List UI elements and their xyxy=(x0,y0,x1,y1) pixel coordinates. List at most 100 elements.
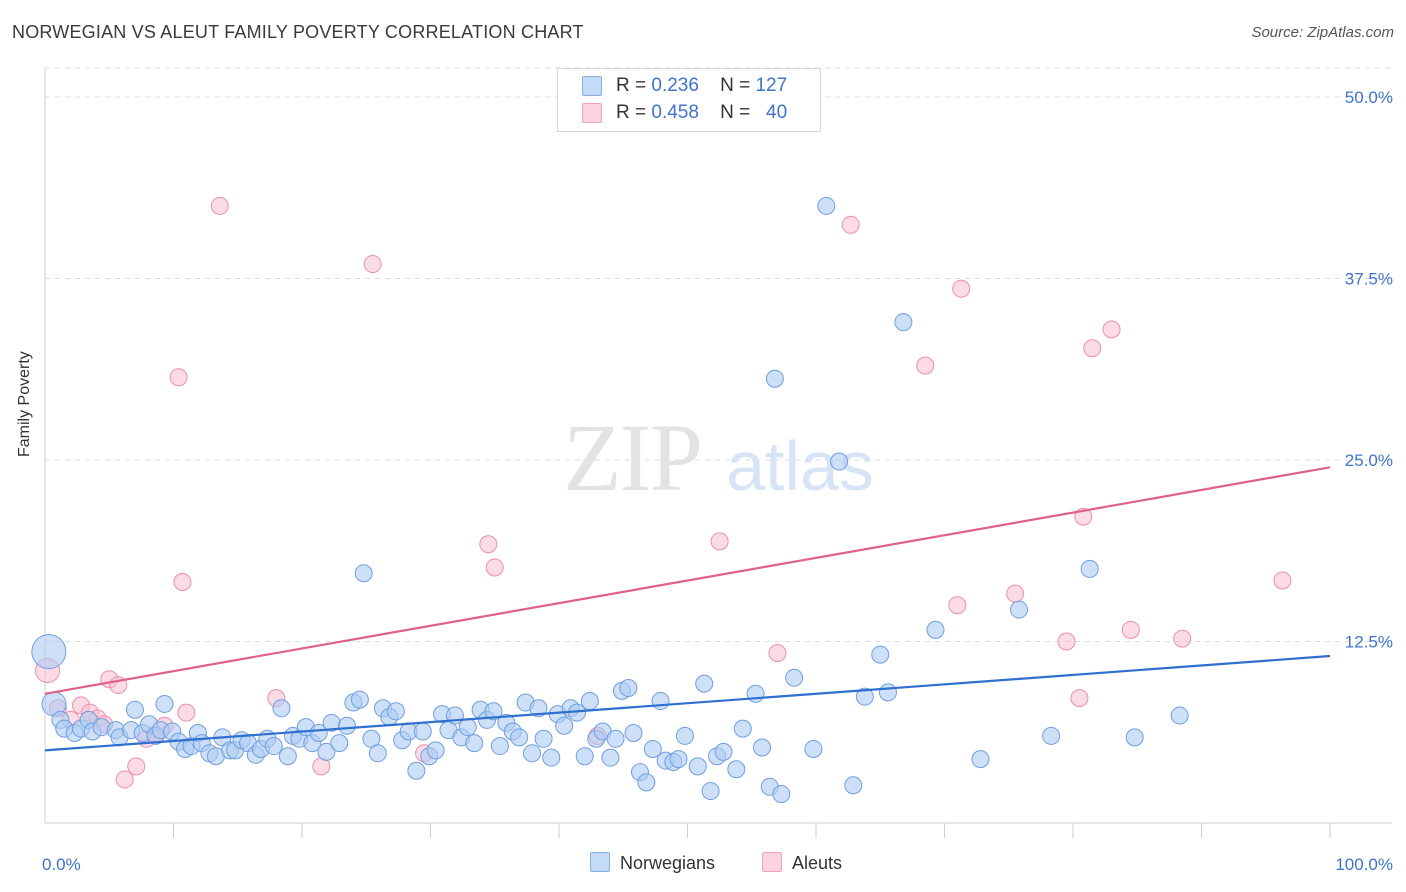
norwegians-point xyxy=(624,723,643,742)
aleuts-point xyxy=(1102,320,1121,339)
y-axis-label: Family Poverty xyxy=(16,351,33,457)
norwegians-point xyxy=(765,369,784,388)
tick-labels: 12.5% 25.0% 37.5% 50.0% 0.0% 100.0% xyxy=(42,88,1393,874)
norwegians-point xyxy=(1042,726,1061,745)
aleuts-point xyxy=(115,770,134,789)
aleuts-point xyxy=(948,596,967,615)
norwegians-point xyxy=(510,728,529,747)
aleuts-point xyxy=(841,215,860,234)
norwegians-point xyxy=(264,737,283,756)
y-tick-label: 25.0% xyxy=(1345,451,1393,470)
x-tick-label: 100.0% xyxy=(1335,855,1393,874)
chart-title: NORWEGIAN VS ALEUT FAMILY POVERTY CORREL… xyxy=(12,22,584,42)
norwegians-point xyxy=(125,700,144,719)
y-tick-label: 50.0% xyxy=(1345,88,1393,107)
norwegians-point xyxy=(695,674,714,693)
aleuts-point xyxy=(177,703,196,722)
norwegians-point xyxy=(523,744,542,763)
source-label: Source: ZipAtlas.com xyxy=(1251,24,1394,41)
y-tick-label: 12.5% xyxy=(1345,633,1393,652)
norwegians-point xyxy=(1010,600,1029,619)
norwegians-point xyxy=(727,760,746,779)
norwegians-point xyxy=(637,773,656,792)
aleuts-point xyxy=(1121,620,1140,639)
legend-n-value: 40 xyxy=(766,102,788,123)
norwegians-point xyxy=(669,750,688,769)
aleuts-point xyxy=(768,644,787,663)
legend-text-aleuts: R = 0.458 N = 40 xyxy=(616,102,787,124)
aleuts-point xyxy=(363,255,382,274)
norwegians-point xyxy=(926,620,945,639)
aleuts-point xyxy=(479,535,498,554)
norwegians-point xyxy=(31,634,67,670)
bottom-legend-aleuts: Aleuts xyxy=(762,852,842,874)
aleuts-point xyxy=(1057,632,1076,651)
norwegians-point xyxy=(701,782,720,801)
watermark-zip: ZIP xyxy=(563,404,701,511)
norwegians-point xyxy=(894,313,913,332)
aleuts-trend-line xyxy=(44,466,1331,695)
norwegians-point xyxy=(1080,559,1099,578)
norwegians-point xyxy=(1170,706,1189,725)
norwegians-point xyxy=(830,452,849,471)
bottom-legend-label: Norwegians xyxy=(620,853,716,873)
watermark: ZIP atlas xyxy=(563,404,874,511)
norwegians-point xyxy=(878,683,897,702)
norwegians-point xyxy=(619,678,638,697)
norwegians-point xyxy=(490,737,509,756)
norwegians-point xyxy=(465,734,484,753)
norwegians-point xyxy=(317,742,336,761)
grid-lines xyxy=(45,67,1392,643)
bottom-legend-swatch-blue xyxy=(590,852,610,872)
norwegians-point xyxy=(688,757,707,776)
norwegians-point xyxy=(575,747,594,766)
norwegians-point xyxy=(871,645,890,664)
stats-legend: R = 0.236 N = 127 R = 0.458 N = 40 xyxy=(557,68,821,132)
norwegians-point xyxy=(155,694,174,713)
norwegians-point xyxy=(368,744,387,763)
legend-n-label: N = xyxy=(720,75,751,96)
norwegians-point xyxy=(817,196,836,215)
norwegians-point xyxy=(354,564,373,583)
norwegians-point xyxy=(278,747,297,766)
norwegians-point xyxy=(534,729,553,748)
norwegians-point xyxy=(971,750,990,769)
norwegians-point xyxy=(855,687,874,706)
bottom-legend-swatch-pink xyxy=(762,852,782,872)
legend-swatch-pink xyxy=(582,103,602,123)
aleuts-point xyxy=(1173,629,1192,648)
norwegians-point xyxy=(714,742,733,761)
norwegians-point xyxy=(458,718,477,737)
legend-r-label: R = xyxy=(616,75,647,96)
x-tick-label: 0.0% xyxy=(42,855,81,874)
norwegians-point xyxy=(337,716,356,735)
aleuts-point xyxy=(1006,584,1025,603)
norwegians-point xyxy=(272,699,291,718)
norwegians-point xyxy=(407,761,426,780)
norwegians-point xyxy=(309,723,328,742)
aleuts-point xyxy=(210,196,229,215)
norwegians-point xyxy=(753,738,772,757)
norwegians-point xyxy=(529,699,548,718)
legend-r-value: 0.458 xyxy=(651,102,699,123)
norwegians-point xyxy=(386,702,405,721)
y-tick-label: 37.5% xyxy=(1345,270,1393,289)
norwegians-point xyxy=(555,716,574,735)
norwegians-point xyxy=(844,776,863,795)
aleuts-point xyxy=(485,558,504,577)
aleuts-point xyxy=(1273,571,1292,590)
norwegians-point xyxy=(601,748,620,767)
norwegians-point xyxy=(330,734,349,753)
aleuts-point xyxy=(916,356,935,375)
norwegians-trend-line xyxy=(44,654,1331,752)
norwegians-point xyxy=(772,784,791,803)
trend-lines xyxy=(44,466,1331,752)
norwegians-point xyxy=(643,739,662,758)
legend-r-value: 0.236 xyxy=(651,75,699,96)
watermark-atlas: atlas xyxy=(726,427,874,505)
norwegians-point xyxy=(606,729,625,748)
norwegians-point xyxy=(413,722,432,741)
norwegians-point xyxy=(651,692,670,711)
aleuts-point xyxy=(1070,689,1089,708)
norwegians-point xyxy=(580,692,599,711)
